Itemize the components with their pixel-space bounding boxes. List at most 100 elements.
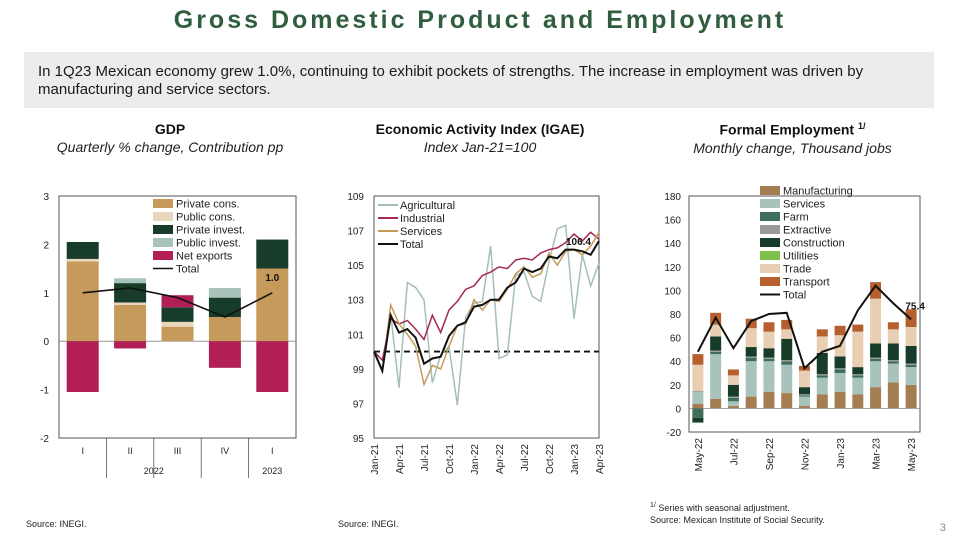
bar-segment xyxy=(161,295,194,308)
y-tick-label: -1 xyxy=(40,386,49,397)
bar-segment xyxy=(710,398,722,409)
x-tick-label: Nov-22 xyxy=(801,438,812,471)
legend-swatch xyxy=(760,251,780,260)
bar-segment xyxy=(905,326,917,346)
legend-label: Services xyxy=(400,226,443,238)
bar-segment xyxy=(781,329,793,339)
y-tick-label: 60 xyxy=(670,334,682,345)
bar-segment xyxy=(727,397,739,402)
legend-label: Public invest. xyxy=(176,238,241,250)
legend-swatch xyxy=(760,264,780,273)
igae-title: Economic Activity Index (IGAE) xyxy=(375,121,585,137)
legend-label: Industrial xyxy=(400,213,445,225)
bar-segment xyxy=(745,328,757,348)
y-tick-label: 120 xyxy=(664,263,681,274)
bar-segment xyxy=(887,360,899,362)
bar-segment xyxy=(692,391,704,404)
bar-segment xyxy=(816,336,828,353)
y-tick-label: 101 xyxy=(347,330,364,341)
bar-segment xyxy=(256,239,289,269)
igae-header: Economic Activity Index (IGAE) Index Jan… xyxy=(330,121,630,155)
x-tick-label: Oct-22 xyxy=(545,444,556,474)
legend-label: Transport xyxy=(783,277,830,289)
y-tick-label: 80 xyxy=(670,310,682,321)
bar-segment xyxy=(870,343,882,358)
bar-segment xyxy=(763,348,775,358)
y-tick-label: 20 xyxy=(670,381,682,392)
emp-title-sup: 1/ xyxy=(857,121,866,131)
bar-segment xyxy=(870,357,882,359)
emp-title: Formal Employment 1/ xyxy=(719,121,866,138)
y-tick-label: 40 xyxy=(670,357,682,368)
bar-segment xyxy=(208,341,241,368)
bar-segment xyxy=(852,377,864,395)
bar-segment xyxy=(905,384,917,409)
bar-segment xyxy=(692,417,704,423)
bar-segment xyxy=(816,377,828,395)
bar-segment xyxy=(66,341,99,393)
bar-segment xyxy=(66,261,99,342)
bar-segment xyxy=(256,268,289,342)
y-tick-label: 3 xyxy=(43,192,49,203)
bar-segment xyxy=(66,258,99,262)
y-tick-label: 107 xyxy=(347,227,364,238)
bar-segment xyxy=(905,364,917,368)
bar-segment xyxy=(763,357,775,359)
x-tick-label: II xyxy=(128,446,133,456)
x-tick-label: Apr-21 xyxy=(395,444,406,474)
gdp-subtitle: Quarterly % change, Contribution pp xyxy=(56,139,284,155)
y-tick-label: -20 xyxy=(667,428,682,439)
bar-segment xyxy=(799,395,810,397)
x-tick-label: Jul-21 xyxy=(420,444,431,472)
x-tick-label: Jul-22 xyxy=(520,444,531,472)
bar-segment xyxy=(692,390,704,392)
gdp-source: Source: INEGI. xyxy=(26,519,87,529)
group-label: 2023 xyxy=(262,466,282,476)
series-line xyxy=(373,231,600,387)
legend-label: Total xyxy=(176,264,199,276)
bar-segment xyxy=(905,363,917,365)
bar-segment xyxy=(781,319,793,330)
series-line xyxy=(373,231,600,362)
gdp-title: GDP xyxy=(154,121,186,137)
bar-segment xyxy=(852,367,864,375)
bar-segment xyxy=(727,401,739,407)
x-tick-label: May-23 xyxy=(907,438,918,472)
bar-segment xyxy=(834,368,846,370)
legend-label: Services xyxy=(783,199,826,211)
bar-segment xyxy=(887,329,899,344)
x-tick-label: Jan-23 xyxy=(570,444,581,475)
total-annotation: 106.4 xyxy=(566,237,591,248)
total-annotation: 1.0 xyxy=(265,273,279,284)
bar-segment xyxy=(727,375,739,385)
bar-segment xyxy=(763,358,775,362)
legend-swatch xyxy=(153,251,173,260)
bar-segment xyxy=(208,297,241,317)
y-tick-label: 99 xyxy=(353,365,365,376)
bar-segment xyxy=(710,336,722,351)
legend-swatch xyxy=(760,277,780,286)
bar-segment xyxy=(870,361,882,388)
legend-label: Total xyxy=(400,239,423,251)
emp-header: Formal Employment 1/ Monthly change, Tho… xyxy=(640,121,945,156)
bar-segment xyxy=(66,241,99,259)
legend-label: Net exports xyxy=(176,251,233,263)
bar-segment xyxy=(905,345,917,364)
legend-label: Extractive xyxy=(783,225,831,237)
bar-segment xyxy=(763,391,775,409)
plot-frame xyxy=(58,195,297,439)
legend-label: Trade xyxy=(783,264,811,276)
bar-segment xyxy=(887,361,899,364)
bar-segment xyxy=(710,354,722,399)
bar-segment xyxy=(905,367,917,385)
total-line xyxy=(696,284,912,371)
legend-swatch xyxy=(760,212,780,221)
bar-segment xyxy=(745,361,757,397)
y-tick-label: 2 xyxy=(43,240,49,251)
bar-segment xyxy=(870,358,882,362)
y-tick-label: 1 xyxy=(43,289,49,300)
legend-label: Manufacturing xyxy=(783,186,853,198)
y-tick-label: 0 xyxy=(43,337,49,348)
